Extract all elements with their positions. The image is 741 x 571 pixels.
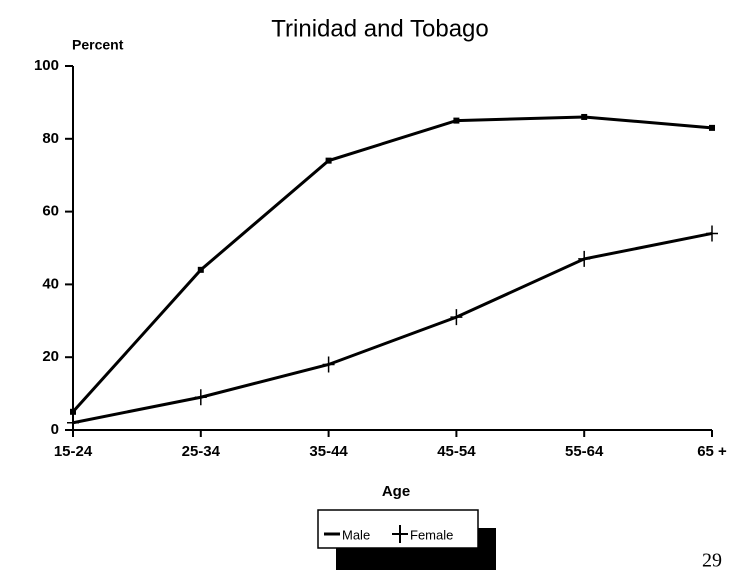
page-number: 29 [702,550,722,571]
marker [70,408,76,415]
marker [67,414,79,431]
x-tick-label: 15-24 [54,443,93,460]
marker [709,124,715,131]
chart-title: Trinidad and Tobago [271,15,489,42]
y-axis-label: Percent [72,37,124,53]
marker [194,389,207,406]
marker [706,225,718,242]
series-line [71,115,713,413]
marker [322,356,335,373]
y-tick-label: 40 [42,275,59,292]
marker [578,250,591,267]
x-tick-label: 35-44 [309,443,348,460]
legend-label: Female [410,527,453,542]
marker [325,157,332,164]
marker [450,309,463,326]
marker [581,113,588,120]
y-tick-label: 80 [42,130,59,147]
y-tick-label: 0 [51,421,59,438]
legend-symbol [392,525,408,543]
x-tick-label: 65 + [697,443,727,460]
x-axis-label: Age [382,483,410,500]
y-tick-label: 60 [42,203,59,220]
y-tick-label: 20 [42,348,59,365]
y-tick-label: 100 [34,57,59,74]
marker [453,117,460,124]
legend-label: Male [342,527,370,542]
x-tick-label: 45-54 [437,443,476,460]
legend-box [317,509,479,549]
marker [197,266,204,273]
x-tick-label: 25-34 [182,443,221,460]
series-line [72,231,713,425]
x-tick-label: 55-64 [565,443,604,460]
